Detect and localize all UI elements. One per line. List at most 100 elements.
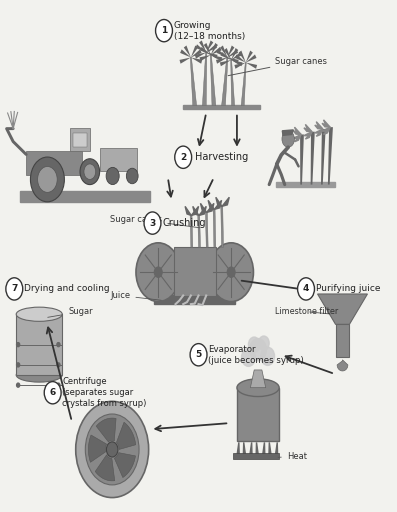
Polygon shape xyxy=(202,52,207,105)
Polygon shape xyxy=(204,43,211,55)
Bar xyxy=(154,295,235,304)
Polygon shape xyxy=(198,216,200,247)
Polygon shape xyxy=(216,197,222,206)
Polygon shape xyxy=(211,55,222,61)
Polygon shape xyxy=(322,127,330,131)
Text: Centrifuge
(separates sugar
crystals from syrup): Centrifuge (separates sugar crystals fro… xyxy=(62,377,146,409)
Polygon shape xyxy=(191,57,202,63)
Ellipse shape xyxy=(237,379,279,396)
Polygon shape xyxy=(227,46,234,57)
Polygon shape xyxy=(190,216,193,247)
Polygon shape xyxy=(251,370,266,388)
Circle shape xyxy=(57,363,60,367)
Circle shape xyxy=(190,344,207,366)
Polygon shape xyxy=(222,57,228,105)
Text: Crushing: Crushing xyxy=(162,218,206,228)
Polygon shape xyxy=(316,129,323,136)
Polygon shape xyxy=(293,135,301,139)
Bar xyxy=(335,325,349,357)
Circle shape xyxy=(250,338,266,361)
Polygon shape xyxy=(206,52,218,59)
Polygon shape xyxy=(246,62,257,69)
Polygon shape xyxy=(231,48,238,60)
Circle shape xyxy=(154,267,162,278)
Bar xyxy=(26,152,82,175)
Polygon shape xyxy=(324,127,330,135)
Polygon shape xyxy=(200,203,206,212)
Polygon shape xyxy=(315,129,323,133)
Polygon shape xyxy=(231,52,242,60)
Text: Sugar canes: Sugar canes xyxy=(110,215,200,228)
Bar xyxy=(173,247,216,295)
Text: Limestone filter: Limestone filter xyxy=(276,307,339,316)
Circle shape xyxy=(17,363,20,367)
Text: Harvesting: Harvesting xyxy=(195,152,248,162)
Polygon shape xyxy=(206,212,208,247)
Ellipse shape xyxy=(16,368,62,382)
Polygon shape xyxy=(180,49,191,57)
Bar xyxy=(70,128,90,152)
Polygon shape xyxy=(304,128,312,132)
Polygon shape xyxy=(224,48,231,60)
Polygon shape xyxy=(185,206,191,216)
Polygon shape xyxy=(305,132,312,139)
Circle shape xyxy=(17,343,20,347)
Polygon shape xyxy=(250,442,252,456)
Polygon shape xyxy=(246,54,256,62)
Polygon shape xyxy=(315,125,323,129)
Text: Juice: Juice xyxy=(110,291,161,300)
Circle shape xyxy=(17,383,20,387)
Circle shape xyxy=(282,131,295,147)
Circle shape xyxy=(144,212,161,234)
Circle shape xyxy=(57,343,60,347)
Circle shape xyxy=(106,167,119,185)
Polygon shape xyxy=(195,52,206,59)
Polygon shape xyxy=(214,200,222,209)
Polygon shape xyxy=(321,129,326,185)
Polygon shape xyxy=(231,60,235,105)
Text: 2: 2 xyxy=(180,153,186,162)
Polygon shape xyxy=(239,51,246,62)
Polygon shape xyxy=(206,40,213,52)
Text: Evaporator
(juice becomes syrup): Evaporator (juice becomes syrup) xyxy=(208,345,304,365)
Polygon shape xyxy=(227,57,239,63)
Polygon shape xyxy=(116,422,136,450)
Polygon shape xyxy=(95,455,115,481)
Polygon shape xyxy=(318,294,368,325)
Circle shape xyxy=(136,243,181,302)
Circle shape xyxy=(261,347,275,366)
Polygon shape xyxy=(220,52,231,60)
Text: Purifying juice: Purifying juice xyxy=(316,285,380,293)
Polygon shape xyxy=(328,127,333,185)
Polygon shape xyxy=(89,435,106,462)
Bar xyxy=(276,182,335,187)
Polygon shape xyxy=(269,442,271,456)
Polygon shape xyxy=(337,360,348,371)
Ellipse shape xyxy=(16,307,62,322)
Polygon shape xyxy=(282,130,293,135)
Circle shape xyxy=(80,159,100,185)
Circle shape xyxy=(84,164,96,179)
Polygon shape xyxy=(310,132,315,185)
Circle shape xyxy=(85,414,139,485)
Polygon shape xyxy=(235,54,246,62)
Bar xyxy=(233,453,279,459)
Polygon shape xyxy=(211,43,218,55)
Bar xyxy=(73,133,87,147)
Polygon shape xyxy=(324,120,330,127)
Polygon shape xyxy=(199,55,211,61)
Polygon shape xyxy=(220,46,227,57)
Polygon shape xyxy=(221,206,224,247)
Circle shape xyxy=(249,337,260,352)
Polygon shape xyxy=(216,57,227,63)
Polygon shape xyxy=(190,57,197,105)
Polygon shape xyxy=(96,418,116,442)
Polygon shape xyxy=(295,127,301,135)
Polygon shape xyxy=(322,123,330,127)
Text: 3: 3 xyxy=(149,219,156,227)
Polygon shape xyxy=(184,46,191,57)
Polygon shape xyxy=(199,206,206,216)
Bar xyxy=(100,148,137,171)
Polygon shape xyxy=(227,49,238,57)
Text: Sugar canes: Sugar canes xyxy=(228,56,327,76)
